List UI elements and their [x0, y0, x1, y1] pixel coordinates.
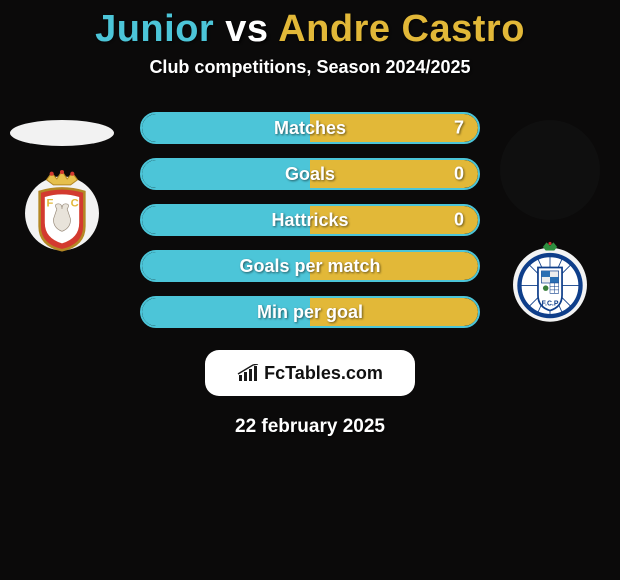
stat-value-right: 0 — [454, 210, 464, 231]
vs-text: vs — [225, 8, 268, 50]
stat-value-right: 7 — [454, 118, 464, 139]
chart-icon — [237, 364, 259, 382]
stat-fill-right — [310, 160, 478, 188]
stat-row: Hattricks 0 — [140, 204, 480, 236]
subtitle: Club competitions, Season 2024/2025 — [0, 57, 620, 78]
player2-club-crest: F.C.P — [507, 240, 593, 326]
player2-avatar — [500, 120, 600, 220]
svg-text:F.C.P: F.C.P — [542, 300, 559, 307]
right-column: F.C.P — [500, 120, 600, 326]
stat-value-right: 0 — [454, 164, 464, 185]
stat-row: Goals per match — [140, 250, 480, 282]
player1-club-crest: F C — [19, 166, 105, 252]
stat-label: Min per goal — [257, 302, 363, 323]
stat-label: Goals — [285, 164, 335, 185]
stat-row: Matches 7 — [140, 112, 480, 144]
stat-label: Hattricks — [271, 210, 348, 231]
date-text: 22 february 2025 — [0, 416, 620, 438]
stat-label: Goals per match — [239, 256, 380, 277]
stat-row: Goals 0 — [140, 158, 480, 190]
player1-avatar — [10, 120, 114, 146]
comparison-title: Junior vs Andre Castro — [0, 0, 620, 51]
player1-name: Junior — [95, 8, 214, 50]
branding-box: FcTables.com — [205, 350, 415, 396]
stat-label: Matches — [274, 118, 346, 139]
svg-text:F: F — [47, 197, 54, 209]
player2-name: Andre Castro — [278, 8, 525, 50]
stat-row: Min per goal — [140, 296, 480, 328]
branding-text: FcTables.com — [264, 363, 383, 384]
svg-text:C: C — [71, 197, 79, 209]
left-column: F C — [10, 120, 114, 252]
